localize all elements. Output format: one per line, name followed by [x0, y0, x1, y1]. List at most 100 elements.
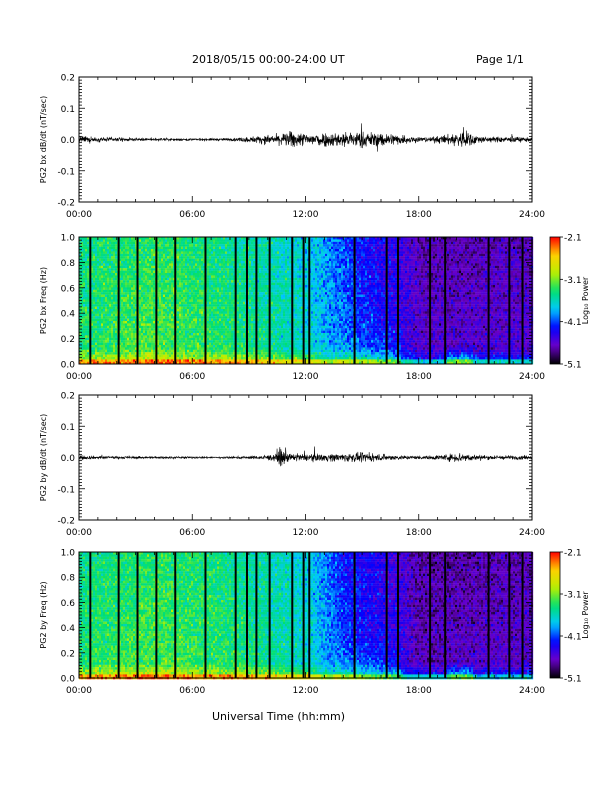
spectrogram-cell: [317, 282, 320, 286]
spectrogram-cell: [115, 273, 118, 276]
spectrogram-cell: [307, 251, 310, 254]
spectrogram-cell: [83, 282, 86, 286]
spectrogram-cell: [479, 241, 482, 245]
spectrogram-cell: [507, 253, 510, 257]
spectrogram-cell: [167, 275, 170, 278]
spectrogram-cell: [351, 249, 354, 252]
spectrogram-cell: [345, 263, 348, 266]
spectrogram-cell: [95, 253, 98, 257]
spectrogram-cell: [263, 265, 266, 269]
spectrogram-cell: [299, 263, 302, 266]
spectrogram-cell: [365, 285, 368, 288]
spectrogram-cell: [173, 256, 176, 259]
spectrogram-cell: [183, 273, 186, 276]
spectrogram-cell: [379, 239, 382, 242]
spectrogram-cell: [411, 282, 414, 286]
spectrogram-cell: [143, 280, 146, 283]
spectrogram-cell: [431, 258, 434, 262]
spectrogram-cell: [335, 280, 338, 283]
spectrogram-cell: [359, 241, 362, 245]
spectrogram-cell: [311, 256, 314, 259]
spectrogram-cell: [295, 256, 298, 259]
spectrogram-cell: [275, 268, 278, 271]
spectrogram-cell: [361, 285, 364, 288]
spectrogram-cell: [337, 258, 340, 262]
spectrogram-cell: [183, 270, 186, 274]
spectrogram-cell: [121, 285, 124, 288]
spectrogram-cell: [133, 263, 136, 266]
spectrogram-cell: [357, 241, 360, 245]
spectrogram-cell: [233, 280, 236, 283]
spectrogram-cell: [229, 273, 232, 276]
spectrogram-cell: [285, 261, 288, 264]
spectrogram-cell: [87, 287, 90, 290]
spectrogram-cell: [493, 270, 496, 274]
spectrogram-cell: [227, 244, 230, 247]
spectrogram-cell: [455, 273, 458, 276]
spectrogram-cell: [91, 268, 94, 271]
spectrogram-cell: [295, 265, 298, 269]
spectrogram-cell: [379, 261, 382, 264]
spectrogram-cell: [423, 246, 426, 250]
spectrogram-cell: [313, 282, 316, 286]
spectrogram-cell: [343, 251, 346, 254]
spectrogram-cell: [83, 251, 86, 254]
spectrogram-cell: [275, 275, 278, 278]
spectrogram-cell: [145, 270, 148, 274]
spectrogram-cell: [391, 249, 394, 252]
spectrogram-cell: [459, 251, 462, 254]
spectrogram-cell: [119, 273, 122, 276]
spectrogram-cell: [199, 249, 202, 252]
spectrogram-cell: [361, 246, 364, 250]
spectrogram-cell: [243, 249, 246, 252]
spectrogram-cell: [443, 277, 446, 281]
spectrogram-cell: [299, 237, 302, 240]
spectrogram-cell: [207, 256, 210, 259]
spectrogram-cell: [307, 273, 310, 276]
spectrogram-cell: [319, 246, 322, 250]
spectrogram-cell: [293, 268, 296, 271]
spectrogram-cell: [295, 285, 298, 288]
spectrogram-cell: [109, 280, 112, 283]
spectrogram-cell: [389, 273, 392, 276]
spectrogram-cell: [165, 273, 168, 276]
spectrogram-cell: [195, 280, 198, 283]
spectrogram-cell: [369, 237, 372, 240]
spectrogram-cell: [153, 256, 156, 259]
spectrogram-cell: [361, 280, 364, 283]
spectrogram-cell: [299, 280, 302, 283]
spectrogram-cell: [413, 273, 416, 276]
spectrogram-cell: [171, 256, 174, 259]
spectrogram-cell: [501, 277, 504, 281]
spectrogram-cell: [477, 246, 480, 250]
spectrogram-cell: [383, 249, 386, 252]
spectrogram-cell: [437, 244, 440, 247]
spectrogram-cell: [407, 249, 410, 252]
spectrogram-cell: [465, 256, 468, 259]
spectrogram-cell: [249, 244, 252, 247]
spectrogram-cell: [381, 258, 384, 262]
spectrogram-cell: [461, 280, 464, 283]
spectrogram-cell: [325, 251, 328, 254]
spectrogram-cell: [123, 251, 126, 254]
spectrogram-cell: [381, 253, 384, 257]
y-axis-label: PG2 bx dB/dt (nT/sec): [39, 96, 48, 183]
spectrogram-cell: [261, 265, 264, 269]
spectrogram-cell: [359, 268, 362, 271]
spectrogram-cell: [489, 263, 492, 266]
spectrogram-cell: [349, 282, 352, 286]
spectrogram-cell: [329, 282, 332, 286]
spectrogram-cell: [355, 270, 358, 274]
spectrogram-cell: [233, 277, 236, 281]
spectrogram-cell: [433, 256, 436, 259]
spectrogram-cell: [405, 249, 408, 252]
spectrogram-cell: [515, 244, 518, 247]
spectrogram-cell: [321, 265, 324, 269]
spectrogram-cell: [457, 246, 460, 250]
spectrogram-cell: [439, 239, 442, 242]
spectrogram-cell: [123, 241, 126, 245]
spectrogram-cell: [325, 270, 328, 274]
spectrogram-cell: [301, 277, 304, 281]
spectrogram-cell: [307, 265, 310, 269]
